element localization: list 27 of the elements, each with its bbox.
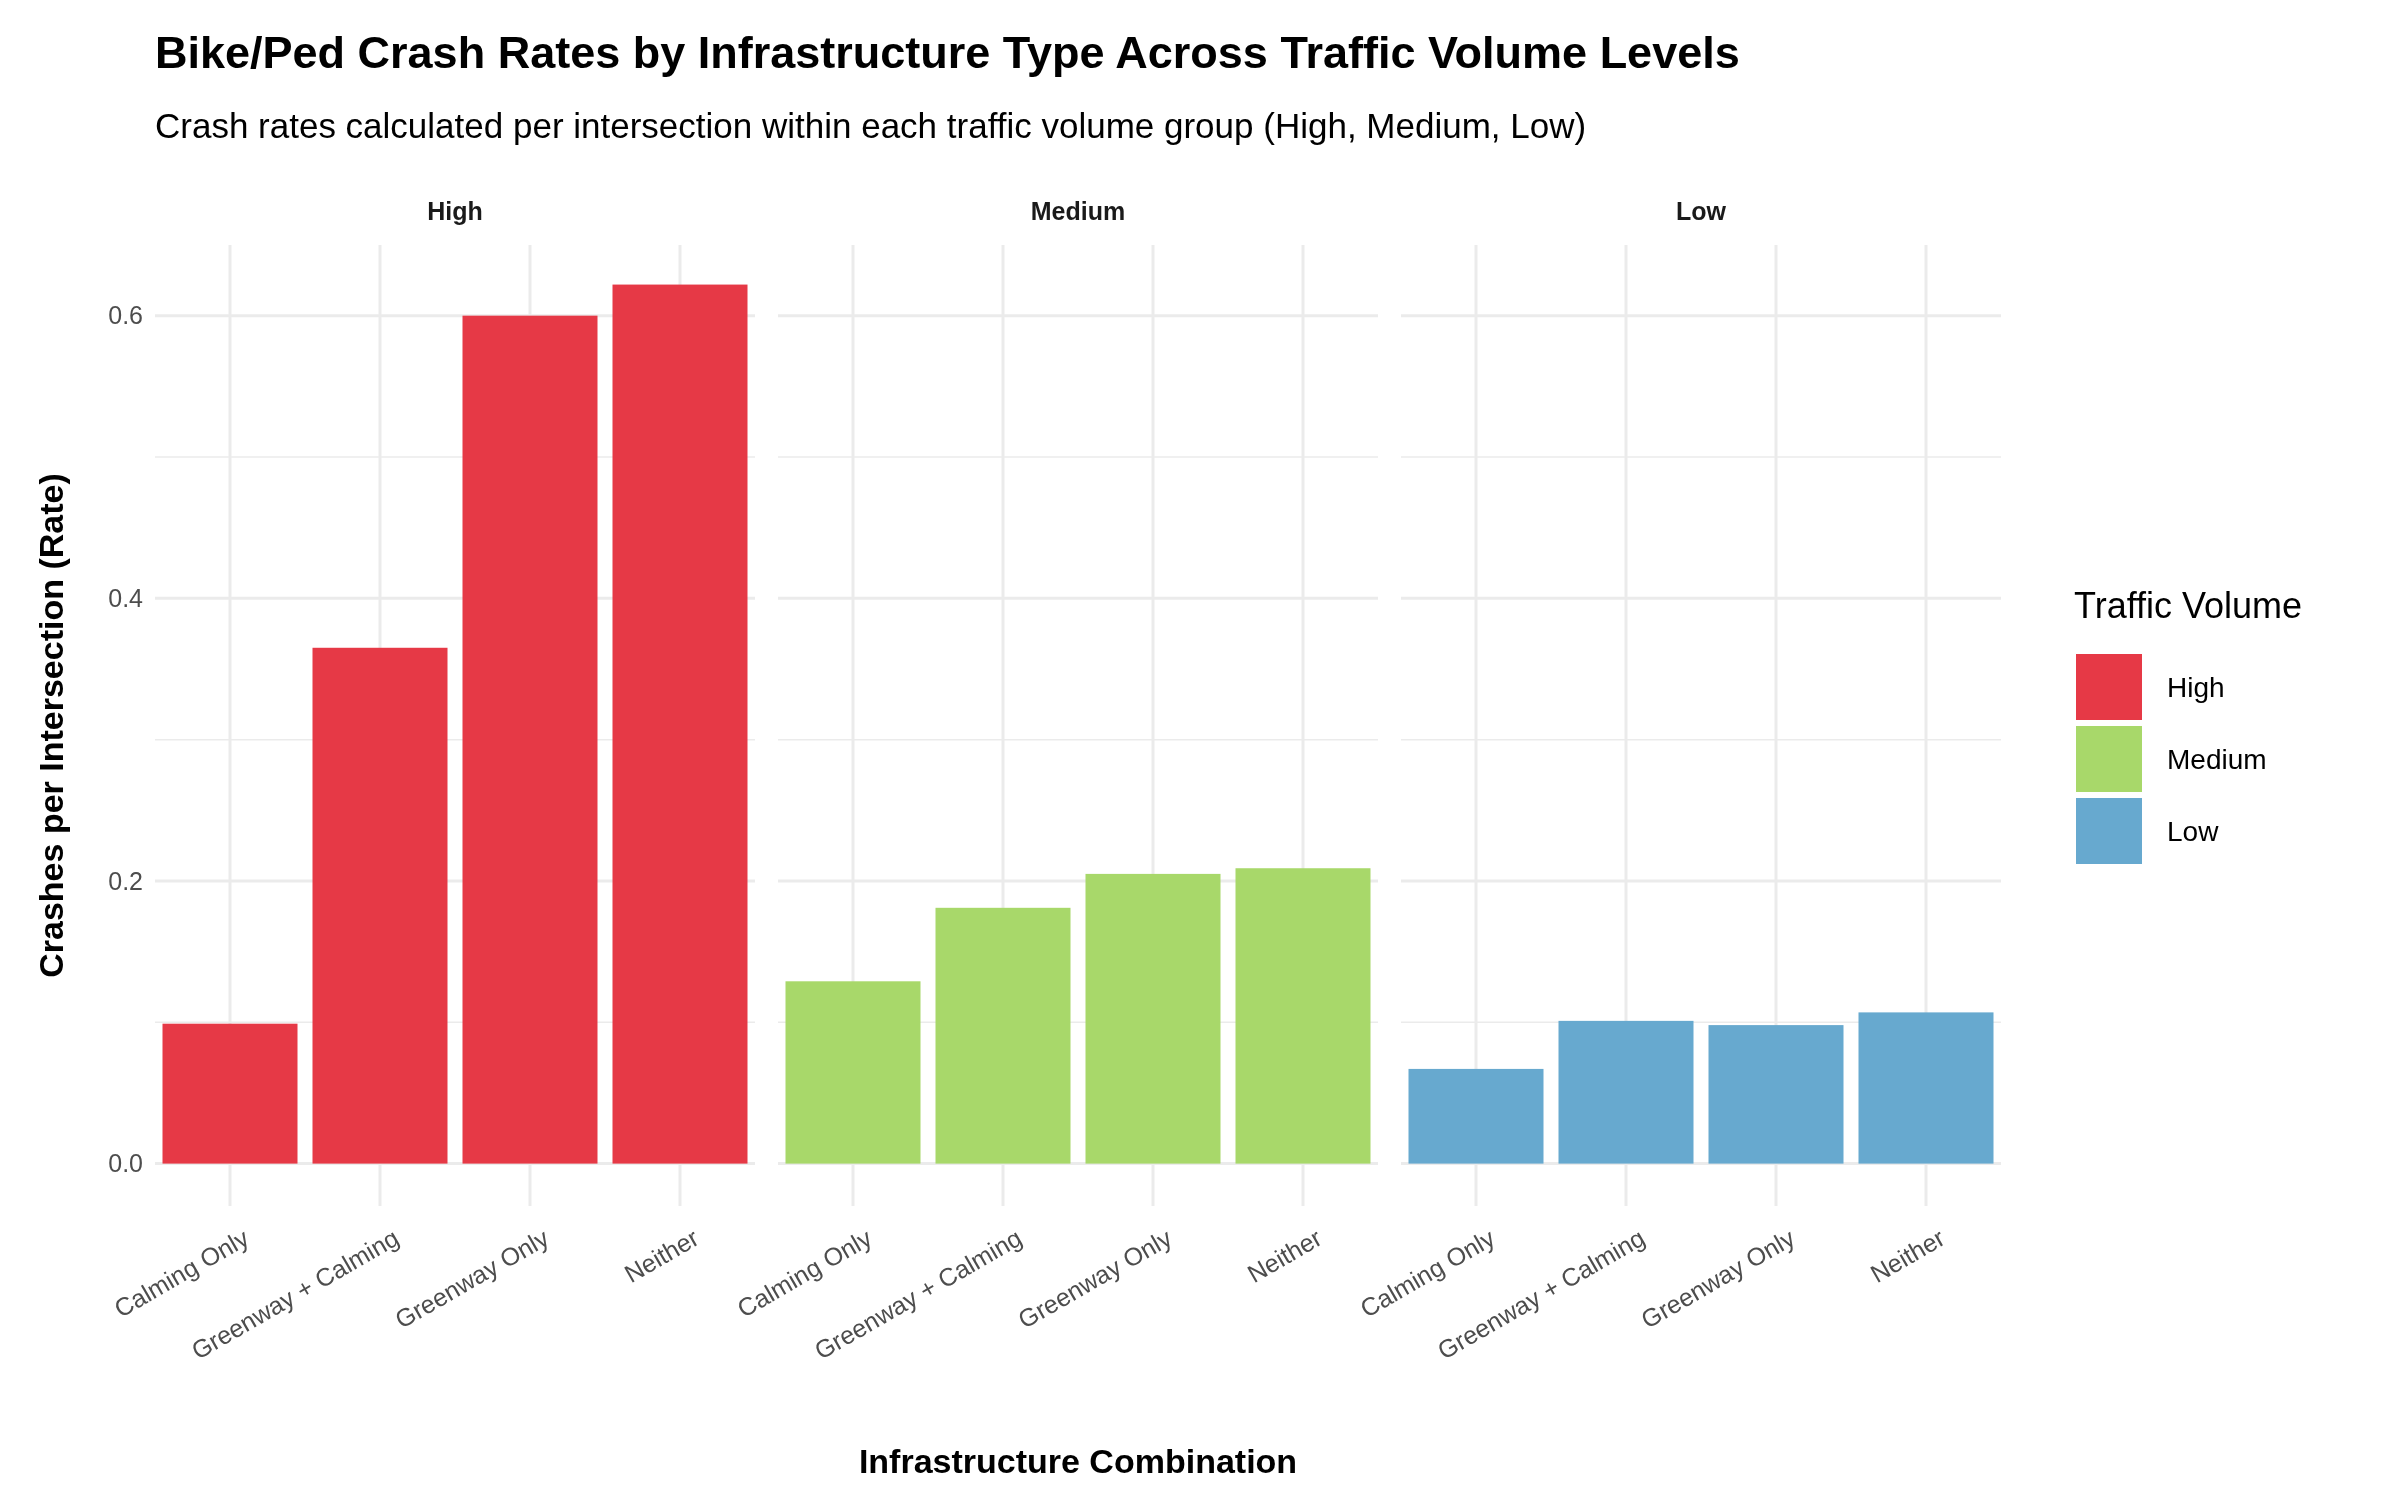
x-axis-title: Infrastructure Combination [858,1442,1298,1480]
bar [1085,873,1221,1164]
text: High [427,197,483,225]
legend-label: Low [2167,815,2220,847]
legend-label: High [2167,671,2225,703]
bar [1558,1020,1694,1164]
bar [785,981,921,1164]
bar [1708,1025,1844,1164]
text: Bike/Ped Crash Rates by Infrastructure Type Across Traffic Volume Levels [155,27,1740,78]
bar [612,284,748,1164]
bar [462,315,598,1164]
y-tick-label: 0.2 [108,866,143,895]
bar [935,907,1071,1164]
bar [1408,1068,1544,1164]
legend-title: Traffic Volume [2074,585,2303,626]
bar [312,647,448,1164]
y-axis-title: Crashes per Intersection (Rate) [32,473,70,978]
y-tick-label: 0.4 [108,584,144,613]
bar [1235,868,1371,1164]
y-tick-label: 0.6 [108,301,143,330]
bar [1858,1012,1994,1164]
legend-label: Medium [2167,743,2267,775]
bar [162,1023,298,1164]
text: Low [1676,197,1726,225]
y-tick-label: 0.0 [108,1149,143,1178]
text: Crash rates calculated per intersection within each traffic volume group (High, Medium, Low) [155,106,1587,145]
text: Medium [1030,197,1126,225]
